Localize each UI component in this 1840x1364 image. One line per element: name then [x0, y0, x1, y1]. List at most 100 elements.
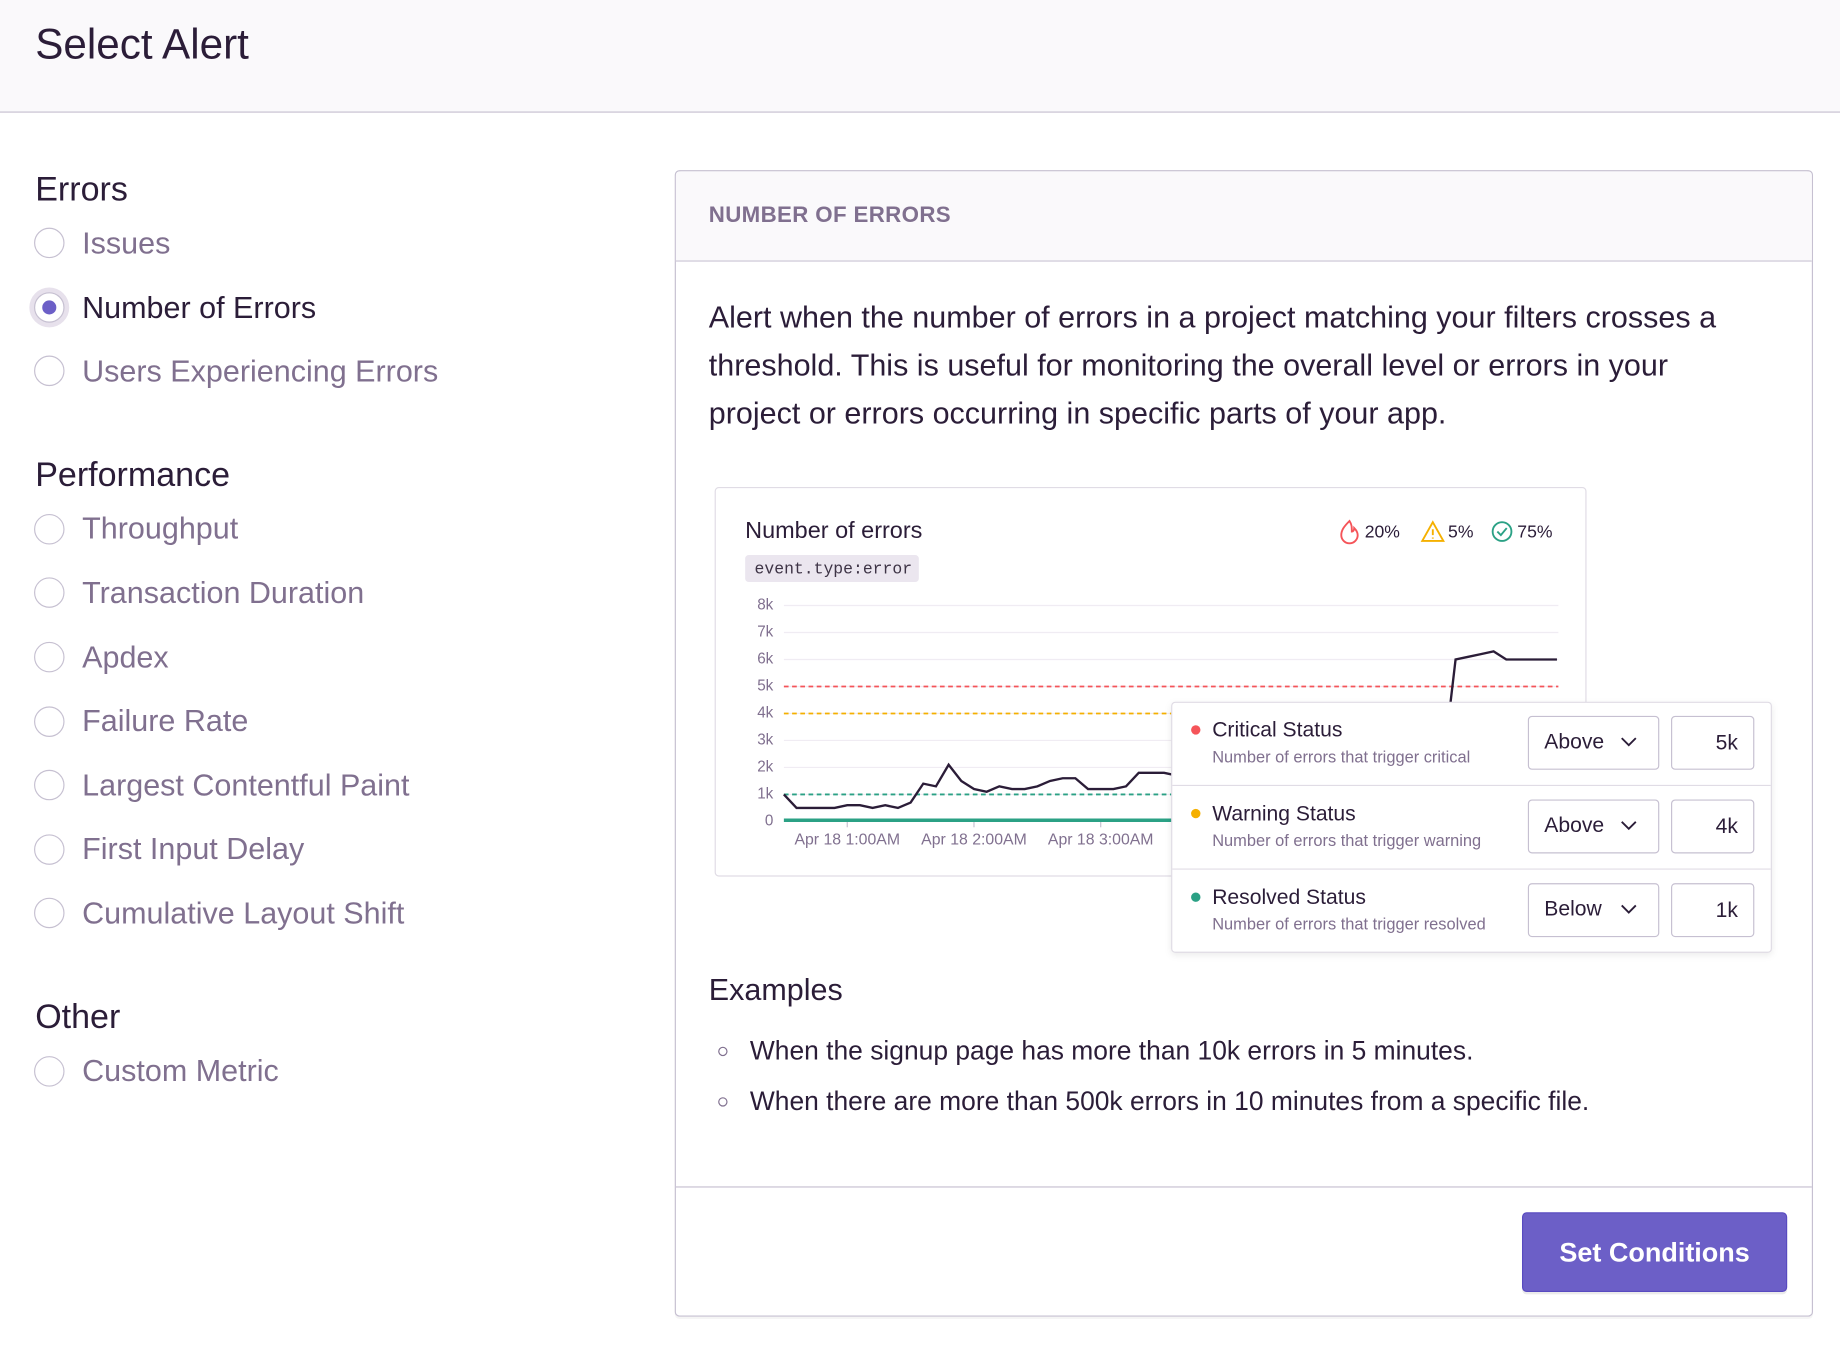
example-item: When the signup page has more than 10k e…	[709, 1026, 1589, 1076]
badge-label: 5%	[1448, 521, 1474, 541]
option-label: Cumulative Layout Shift	[82, 895, 405, 931]
operator-dropdown[interactable]	[1527, 883, 1660, 938]
section-title: Errors	[35, 171, 128, 209]
radio-option[interactable]: Cumulative Layout Shift	[34, 881, 622, 945]
option-label: Apdex	[82, 639, 169, 675]
option-label: Largest Contentful Paint	[82, 767, 410, 803]
description: Alert when the number of errors in a pro…	[708, 299, 1717, 431]
status-dot	[1191, 725, 1201, 735]
value-input[interactable]	[1671, 799, 1755, 854]
y-tick-label: 5k	[757, 678, 773, 695]
fire-icon	[1340, 519, 1359, 545]
y-tick-label: 3k	[757, 731, 773, 748]
radio-button	[34, 641, 65, 673]
check-icon	[1491, 521, 1513, 542]
operator-dropdown[interactable]	[1527, 715, 1660, 770]
y-tick-label: 7k	[757, 624, 773, 641]
radio-option[interactable]: Failure Rate	[34, 689, 622, 753]
radio-option[interactable]: Issues	[34, 211, 622, 275]
chevron	[1621, 904, 1637, 914]
radio-button	[34, 705, 65, 737]
radio-button	[34, 898, 65, 929]
status-dot	[1191, 892, 1201, 902]
value-input[interactable]	[1671, 715, 1755, 770]
x-tick-label: Apr 18 2:00AM	[921, 831, 1027, 848]
value-input[interactable]	[1671, 883, 1755, 938]
badge-label: 75%	[1517, 521, 1553, 541]
examples-title: Examples	[708, 971, 843, 1007]
option-label: Custom Metric	[82, 1052, 279, 1089]
status-name: Critical Status	[1212, 719, 1342, 742]
warning-icon	[1420, 520, 1445, 542]
check-mark	[1496, 527, 1508, 537]
option-label: First Input Delay	[82, 831, 305, 867]
section: Performance Throughput Transaction Duratio…	[34, 455, 622, 946]
radio-option[interactable]: Largest Contentful Paint	[34, 753, 622, 817]
filter-tag	[745, 555, 919, 583]
operator-dropdown[interactable]	[1527, 799, 1660, 854]
radio-option[interactable]: Apdex	[34, 625, 622, 689]
section-title: Other	[35, 998, 121, 1037]
badge-label: 20%	[1365, 521, 1401, 541]
page-title: Select Alert	[35, 19, 249, 69]
status-description: Number of errors that trigger critical	[1212, 748, 1470, 766]
radio-option[interactable]: Transaction Duration	[34, 561, 622, 625]
radio-option[interactable]: Number of Errors	[34, 275, 622, 339]
alert-type-list: Errors Issues Number of Errors Users Experi…	[34, 169, 622, 1154]
radio-button	[34, 356, 65, 387]
radio-button	[34, 228, 65, 259]
y-tick-label: 1k	[757, 785, 773, 802]
operator-label: Below	[1544, 898, 1602, 921]
y-tick-label: 8k	[757, 597, 773, 614]
option-label: Failure Rate	[82, 703, 249, 739]
y-tick-label: 0	[765, 812, 773, 829]
radio-option[interactable]: Custom Metric	[34, 1039, 622, 1103]
radio-button	[34, 1055, 65, 1087]
operator-label: Above	[1544, 730, 1604, 753]
status-dot	[1191, 808, 1201, 819]
y-tick-label: 2k	[757, 758, 773, 775]
radio-button	[34, 292, 65, 323]
value-label: 5k	[1716, 732, 1739, 755]
y-tick-label: 4k	[757, 705, 773, 722]
status-name: Resolved Status	[1212, 886, 1366, 909]
option-label: Transaction Duration	[82, 575, 365, 611]
examples-list: When the signup page has more than 10k e…	[709, 1026, 1589, 1127]
panel-title: NUMBER OF ERRORS	[708, 203, 952, 228]
radio-button	[34, 769, 65, 801]
chart-title: Number of errors	[745, 517, 922, 543]
radio-button	[34, 834, 65, 865]
operator-label: Above	[1544, 814, 1604, 837]
divider	[675, 1186, 1812, 1188]
set-conditions-button[interactable]: Set Conditions	[1521, 1212, 1788, 1292]
section-title: Performance	[35, 457, 231, 495]
y-tick-label: 6k	[757, 651, 773, 668]
status-description: Number of errors that trigger warning	[1212, 832, 1481, 850]
example-item: When there are more than 500k errors in …	[709, 1076, 1589, 1126]
status-description: Number of errors that trigger resolved	[1212, 916, 1486, 934]
value-label: 1k	[1716, 899, 1739, 922]
x-tick-label: Apr 18 1:00AM	[794, 831, 900, 848]
option-label: Issues	[82, 225, 171, 261]
value-label: 4k	[1716, 815, 1739, 838]
status-name: Warning Status	[1212, 802, 1356, 825]
chevron	[1621, 821, 1637, 831]
radio-option[interactable]: First Input Delay	[34, 817, 622, 881]
option-label: Number of Errors	[82, 289, 317, 325]
panel-header: NUMBER OF ERRORS	[675, 171, 1812, 262]
radio-button	[34, 577, 65, 609]
section: Other Custom Metric	[34, 997, 622, 1103]
option-label: Throughput	[82, 511, 239, 547]
chevron	[1621, 737, 1637, 747]
option-label: Users Experiencing Errors	[82, 353, 439, 389]
radio-option[interactable]: Throughput	[34, 497, 622, 561]
x-tick-label: Apr 18 3:00AM	[1048, 831, 1154, 848]
section: Errors Issues Number of Errors Users Experi…	[34, 169, 622, 403]
filter-text: event.type:error	[755, 559, 913, 578]
header: Select Alert	[0, 0, 1840, 113]
radio-option[interactable]: Users Experiencing Errors	[34, 339, 622, 403]
radio-button	[34, 513, 65, 545]
